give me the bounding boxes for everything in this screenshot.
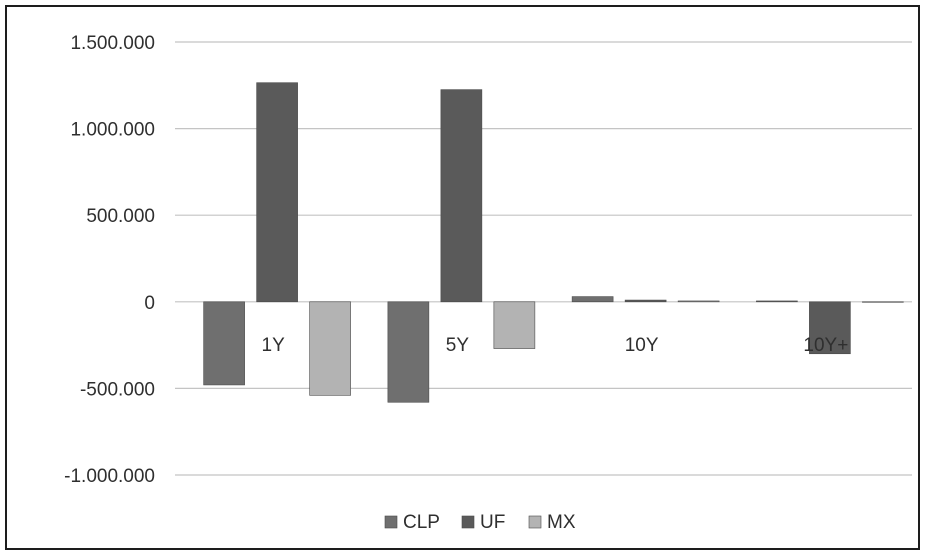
y-tick-label: -500.000 xyxy=(80,379,155,400)
bar-uf-1y xyxy=(256,82,298,303)
bar-mx-10yplus xyxy=(862,301,904,303)
y-axis: 1.500.000 1.000.000 500.000 0 -500.000 -1.000… xyxy=(64,33,155,487)
y-tick-label: 500.000 xyxy=(86,206,155,227)
bar-mx-1y xyxy=(309,301,351,396)
x-category-label: 5Y xyxy=(446,335,470,356)
bar-mx-10y xyxy=(677,300,720,303)
y-tick-label: 1.000.000 xyxy=(70,120,155,141)
legend-label-mx: MX xyxy=(547,512,576,533)
bars xyxy=(203,82,904,403)
bar-uf-5y xyxy=(440,89,483,303)
legend: CLP UF MX xyxy=(384,512,576,533)
legend-swatch-mx xyxy=(528,515,542,529)
y-tick-label: 1.500.000 xyxy=(70,33,155,54)
x-axis-labels: 1Y 5Y 10Y 10Y+ xyxy=(262,335,849,356)
bar-clp-10y xyxy=(571,296,614,303)
bar-uf-10y xyxy=(624,299,667,303)
x-category-label: 10Y+ xyxy=(803,335,848,356)
y-tick-label: -1.000.000 xyxy=(64,466,155,487)
legend-label-clp: CLP xyxy=(403,512,440,533)
bar-mx-5y xyxy=(493,301,536,349)
bar-clp-5y xyxy=(387,301,430,403)
legend-label-uf: UF xyxy=(480,512,505,533)
legend-swatch-clp xyxy=(384,515,398,529)
bar-clp-1y xyxy=(203,301,245,386)
x-category-label: 10Y xyxy=(625,335,659,356)
legend-swatch-uf xyxy=(461,515,475,529)
bar-uf-10yplus xyxy=(809,301,851,355)
bar-clp-10yplus xyxy=(756,300,798,303)
y-tick-label: 0 xyxy=(144,293,155,314)
x-category-label: 1Y xyxy=(262,335,286,356)
